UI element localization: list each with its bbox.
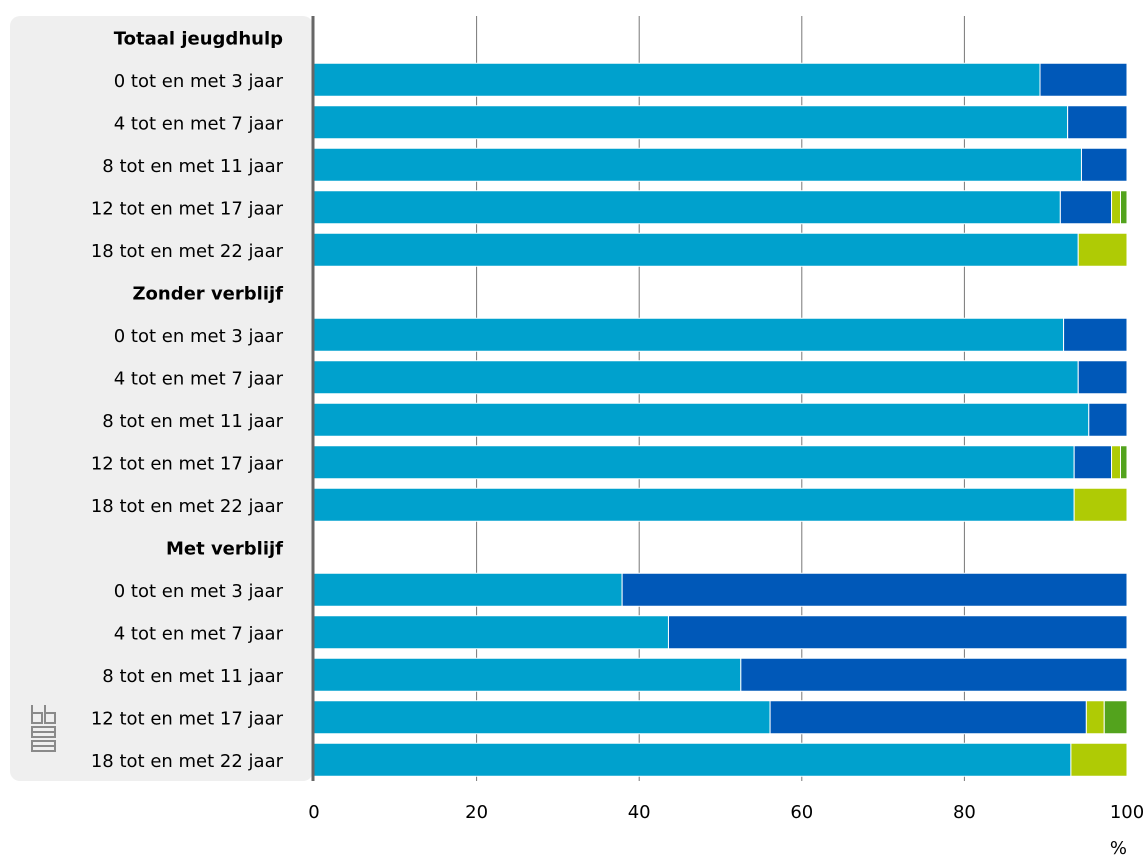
x-tick-label: 20 [465, 802, 488, 823]
bar-segment [313, 657, 742, 692]
category-label: 0 tot en met 3 jaar [114, 71, 284, 92]
bar-segment [313, 147, 1082, 182]
category-label: 4 tot en met 7 jaar [114, 368, 284, 389]
bar-segment [1103, 700, 1128, 735]
bar-segment [313, 487, 1075, 522]
bar-segment [1111, 445, 1121, 480]
bar-segment [1085, 700, 1105, 735]
bar-segment [769, 700, 1087, 735]
x-tick-label: 40 [628, 802, 651, 823]
x-tick-label: 100 [1110, 802, 1144, 823]
bar-segment [313, 317, 1065, 352]
bar-segment [1119, 445, 1128, 480]
x-tick-label: 60 [790, 802, 813, 823]
bar-segment [1063, 317, 1128, 352]
bar-segment [1119, 190, 1128, 225]
category-label: 8 tot en met 11 jaar [102, 411, 283, 432]
bar-segment [313, 105, 1069, 140]
bar-segment [313, 572, 623, 607]
x-axis-unit: % [1110, 838, 1127, 856]
bar-segment [1067, 105, 1128, 140]
category-label: 0 tot en met 3 jaar [114, 581, 284, 602]
bar-segment [1059, 190, 1113, 225]
category-label: 12 tot en met 17 jaar [91, 708, 284, 729]
category-label: 4 tot en met 7 jaar [114, 113, 284, 134]
bar-segment [1070, 742, 1128, 777]
category-label: 12 tot en met 17 jaar [91, 198, 284, 219]
bar-segment [621, 572, 1128, 607]
bar-segment [1077, 232, 1128, 267]
bar-segment [667, 615, 1128, 650]
x-tick-label: 0 [308, 802, 319, 823]
bar-segment [1080, 147, 1128, 182]
category-label: 8 tot en met 11 jaar [102, 156, 283, 177]
bar-segment [313, 700, 771, 735]
group-header-label: Totaal jeugdhulp [114, 28, 283, 49]
bar-segment [313, 360, 1079, 395]
category-label: 8 tot en met 11 jaar [102, 666, 283, 687]
group-header-label: Met verblijf [166, 538, 283, 559]
bar-segment [313, 402, 1090, 437]
category-panel-background [10, 16, 313, 781]
category-label: 18 tot en met 22 jaar [91, 496, 284, 517]
category-label: 0 tot en met 3 jaar [114, 326, 284, 347]
category-labels: Totaal jeugdhulp 0 tot en met 3 jaar 4 tot… [91, 28, 284, 772]
bar-segment [1111, 190, 1121, 225]
bar-segment [1088, 402, 1128, 437]
cbs-logo-icon [31, 705, 56, 752]
bar-segment [1077, 360, 1128, 395]
bar-segment [313, 615, 669, 650]
group-header-label: Zonder verblijf [132, 283, 283, 304]
bar-segment [313, 232, 1079, 267]
category-label: 18 tot en met 22 jaar [91, 751, 284, 772]
gridlines [476, 16, 965, 781]
x-axis-ticks: 0 20 40 60 80 100 [308, 802, 1144, 823]
category-label: 18 tot en met 22 jaar [91, 241, 284, 262]
x-tick-label: 80 [953, 802, 976, 823]
bar-segment [1073, 445, 1113, 480]
bar-segment [1073, 487, 1128, 522]
bar-segment [1039, 62, 1128, 97]
bar-segment [740, 657, 1128, 692]
bar-segment [313, 62, 1041, 97]
category-label: 12 tot en met 17 jaar [91, 453, 284, 474]
bars [313, 62, 1128, 777]
category-label: 4 tot en met 7 jaar [114, 623, 284, 644]
bar-segment [313, 742, 1072, 777]
bar-segment [313, 445, 1075, 480]
bar-segment [313, 190, 1061, 225]
